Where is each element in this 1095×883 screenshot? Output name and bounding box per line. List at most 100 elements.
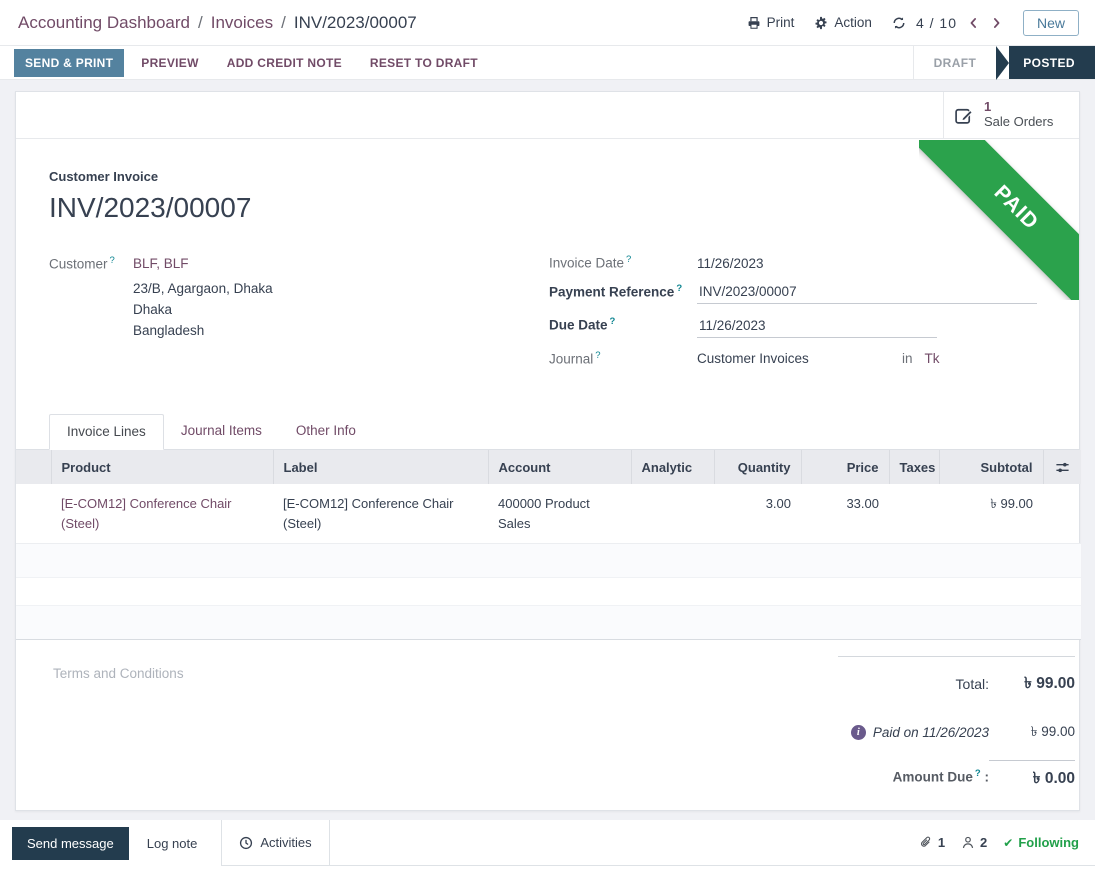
amount-due-label: Amount Due? :: [892, 767, 989, 785]
column-label[interactable]: Label: [272, 450, 488, 484]
chatter-meta: 1 2 ✔ Following: [919, 835, 1079, 850]
handle-column-header: [16, 450, 51, 484]
row-handle[interactable]: [16, 484, 51, 544]
amount-due-row: Amount Due? : ৳ 0.00: [838, 760, 1075, 792]
notebook-tabs: Invoice Lines Journal Items Other Info: [16, 414, 1079, 450]
print-button[interactable]: Print: [747, 15, 794, 30]
send-message-button[interactable]: Send message: [12, 826, 129, 860]
sliders-icon[interactable]: [1054, 460, 1072, 475]
customer-link[interactable]: BLF, BLF: [133, 256, 189, 271]
invoice-date-row: Invoice Date? 11/26/2023: [549, 254, 1046, 271]
tab-invoice-lines[interactable]: Invoice Lines: [49, 414, 164, 450]
right-field-column: Invoice Date? 11/26/2023 Payment Referen…: [549, 254, 1046, 378]
help-icon[interactable]: ?: [109, 254, 115, 266]
send-print-button[interactable]: SEND & PRINT: [14, 48, 125, 77]
customer-value: BLF, BLF 23/B, Agargaon, Dhaka Dhaka Ban…: [133, 254, 273, 342]
reset-to-draft-button[interactable]: RESET TO DRAFT: [359, 49, 489, 77]
tab-other-info[interactable]: Other Info: [295, 423, 356, 438]
column-taxes[interactable]: Taxes: [888, 450, 939, 484]
customer-field-row: Customer? BLF, BLF 23/B, Agargaon, Dhaka…: [49, 254, 549, 342]
help-icon[interactable]: ?: [595, 349, 601, 361]
pager-count: 4 / 10: [915, 14, 957, 31]
sale-orders-stat-button[interactable]: 1 Sale Orders: [943, 92, 1079, 138]
journal-name[interactable]: Customer Invoices: [697, 351, 809, 366]
chevron-left-icon[interactable]: [967, 16, 980, 30]
person-icon: [961, 835, 975, 850]
attachments-button[interactable]: 1: [919, 835, 945, 850]
paid-row: i Paid on 11/26/2023 ৳ 99.00: [838, 721, 1075, 744]
column-quantity[interactable]: Quantity: [713, 450, 801, 484]
check-icon: ✔: [1003, 835, 1014, 850]
statusbar-buttons: SEND & PRINT PREVIEW ADD CREDIT NOTE RES…: [0, 46, 913, 79]
sheet-content: Customer Invoice INV/2023/00007 Customer…: [16, 139, 1079, 378]
action-label: Action: [834, 15, 872, 30]
follower-count: 2: [980, 835, 988, 850]
empty-row: [16, 543, 1081, 578]
cell-label[interactable]: [E-COM12] Conference Chair (Steel): [273, 484, 488, 544]
left-field-column: Customer? BLF, BLF 23/B, Agargaon, Dhaka…: [49, 254, 549, 378]
payment-reference-input[interactable]: INV/2023/00007: [697, 284, 1037, 304]
chevron-right-icon[interactable]: [990, 16, 1003, 30]
sheet-footer: Terms and Conditions Total: ৳ 99.00 i Pa…: [16, 640, 1079, 792]
due-date-input[interactable]: 11/26/2023: [697, 318, 937, 338]
help-icon[interactable]: ?: [676, 282, 683, 294]
breadcrumb-separator: /: [281, 12, 286, 32]
stat-text: 1 Sale Orders: [984, 99, 1053, 130]
refresh-icon[interactable]: [892, 16, 906, 30]
column-analytic[interactable]: Analytic: [630, 450, 714, 484]
journal-currency-link[interactable]: Tk: [924, 351, 940, 366]
new-button[interactable]: New: [1022, 9, 1079, 36]
cell-taxes[interactable]: [889, 484, 939, 544]
field-groups: Customer? BLF, BLF 23/B, Agargaon, Dhaka…: [49, 254, 1046, 378]
totals-block: Total: ৳ 99.00 i Paid on 11/26/2023 ৳ 99…: [838, 656, 1075, 792]
invoice-line-row[interactable]: [E-COM12] Conference Chair (Steel) [E-CO…: [16, 484, 1081, 544]
ribbon-container: PAID: [919, 140, 1079, 300]
terms-and-conditions-placeholder[interactable]: Terms and Conditions: [53, 666, 184, 681]
preview-button[interactable]: PREVIEW: [130, 49, 209, 77]
due-date-label: Due Date?: [549, 316, 616, 333]
following-button[interactable]: ✔ Following: [1003, 835, 1079, 850]
cell-quantity[interactable]: 3.00: [714, 484, 801, 544]
top-navbar: Accounting Dashboard / Invoices / INV/20…: [0, 0, 1095, 46]
help-icon[interactable]: ?: [609, 316, 616, 327]
column-price[interactable]: Price: [800, 450, 889, 484]
add-credit-note-button[interactable]: ADD CREDIT NOTE: [216, 49, 353, 77]
cell-subtotal[interactable]: ৳ 99.00: [939, 484, 1043, 544]
customer-address-line2: Dhaka: [133, 301, 173, 317]
help-icon[interactable]: ?: [626, 254, 632, 265]
paid-ribbon: PAID: [919, 140, 1079, 300]
stage-posted-badge: POSTED: [996, 46, 1095, 80]
total-label: Total:: [955, 676, 989, 692]
help-icon[interactable]: ?: [974, 767, 981, 779]
empty-row: [16, 605, 1081, 640]
document-type-label: Customer Invoice: [49, 169, 159, 184]
cell-price[interactable]: 33.00: [801, 484, 889, 544]
record-pager: 4 / 10: [892, 15, 1003, 31]
breadcrumb-invoices[interactable]: Invoices: [210, 12, 274, 32]
payment-reference-row: Payment Reference? INV/2023/00007: [549, 282, 1046, 304]
cell-analytic[interactable]: [631, 484, 714, 544]
paid-on-text: Paid on 11/26/2023: [872, 725, 989, 740]
invoice-date-value[interactable]: 11/26/2023: [697, 255, 764, 271]
followers-button[interactable]: 2: [961, 835, 987, 850]
breadcrumb-accounting-dashboard[interactable]: Accounting Dashboard: [18, 12, 191, 32]
column-subtotal[interactable]: Subtotal: [938, 450, 1043, 484]
info-icon[interactable]: i: [850, 725, 866, 740]
printer-icon: [747, 16, 761, 30]
tab-journal-items[interactable]: Journal Items: [180, 423, 262, 438]
breadcrumb: Accounting Dashboard / Invoices / INV/20…: [18, 13, 417, 33]
journal-row: Journal? Customer Invoices in Tk: [549, 350, 1046, 367]
log-note-button[interactable]: Log note: [131, 827, 214, 860]
invoice-form-sheet: 1 Sale Orders PAID Customer Invoice INV/…: [15, 91, 1081, 811]
stage-draft[interactable]: DRAFT: [933, 55, 977, 70]
journal-value: Customer Invoices in Tk: [697, 351, 940, 366]
cell-account[interactable]: 400000 Product Sales: [488, 484, 631, 544]
gear-icon: [814, 16, 828, 30]
column-product[interactable]: Product: [50, 450, 273, 484]
action-button[interactable]: Action: [814, 15, 872, 30]
activities-button[interactable]: Activities: [221, 820, 330, 865]
chatter-buttons: Send message Log note: [0, 820, 213, 866]
due-date-row: Due Date? 11/26/2023: [549, 316, 1046, 338]
column-account[interactable]: Account: [487, 450, 631, 484]
cell-product[interactable]: [E-COM12] Conference Chair (Steel): [51, 484, 273, 544]
